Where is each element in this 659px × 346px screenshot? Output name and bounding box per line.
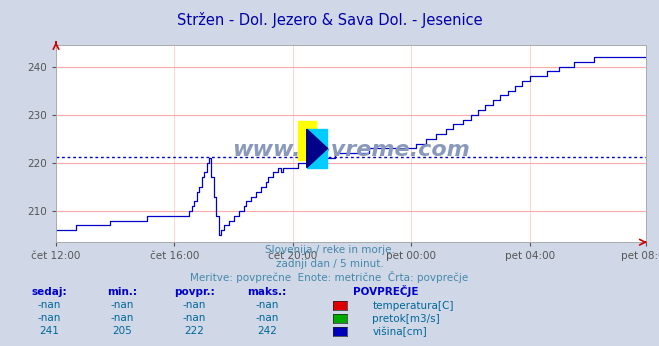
Bar bbox=[306, 129, 328, 168]
Text: 241: 241 bbox=[40, 326, 59, 336]
Text: zadnji dan / 5 minut.: zadnji dan / 5 minut. bbox=[275, 259, 384, 269]
Text: -nan: -nan bbox=[110, 300, 134, 310]
Text: POVPREČJE: POVPREČJE bbox=[353, 285, 418, 297]
Text: Meritve: povprečne  Enote: metrične  Črta: povprečje: Meritve: povprečne Enote: metrične Črta:… bbox=[190, 271, 469, 283]
Text: 205: 205 bbox=[112, 326, 132, 336]
Text: pretok[m3/s]: pretok[m3/s] bbox=[372, 314, 440, 324]
Text: -nan: -nan bbox=[38, 313, 61, 323]
Text: sedaj:: sedaj: bbox=[32, 287, 67, 297]
Text: -nan: -nan bbox=[110, 313, 134, 323]
Text: višina[cm]: višina[cm] bbox=[372, 327, 427, 337]
Text: Slovenija / reke in morje.: Slovenija / reke in morje. bbox=[264, 245, 395, 255]
Text: temperatura[C]: temperatura[C] bbox=[372, 301, 454, 311]
Text: 242: 242 bbox=[257, 326, 277, 336]
Bar bbox=[298, 121, 316, 160]
Text: -nan: -nan bbox=[183, 300, 206, 310]
Text: www.si-vreme.com: www.si-vreme.com bbox=[232, 139, 470, 160]
Text: maks.:: maks.: bbox=[247, 287, 287, 297]
Text: min.:: min.: bbox=[107, 287, 137, 297]
Text: -nan: -nan bbox=[255, 313, 279, 323]
Text: 222: 222 bbox=[185, 326, 204, 336]
Text: -nan: -nan bbox=[38, 300, 61, 310]
Text: povpr.:: povpr.: bbox=[174, 287, 215, 297]
Text: Stržen - Dol. Jezero & Sava Dol. - Jesenice: Stržen - Dol. Jezero & Sava Dol. - Jesen… bbox=[177, 12, 482, 28]
Polygon shape bbox=[306, 129, 328, 168]
Text: -nan: -nan bbox=[255, 300, 279, 310]
Text: -nan: -nan bbox=[183, 313, 206, 323]
